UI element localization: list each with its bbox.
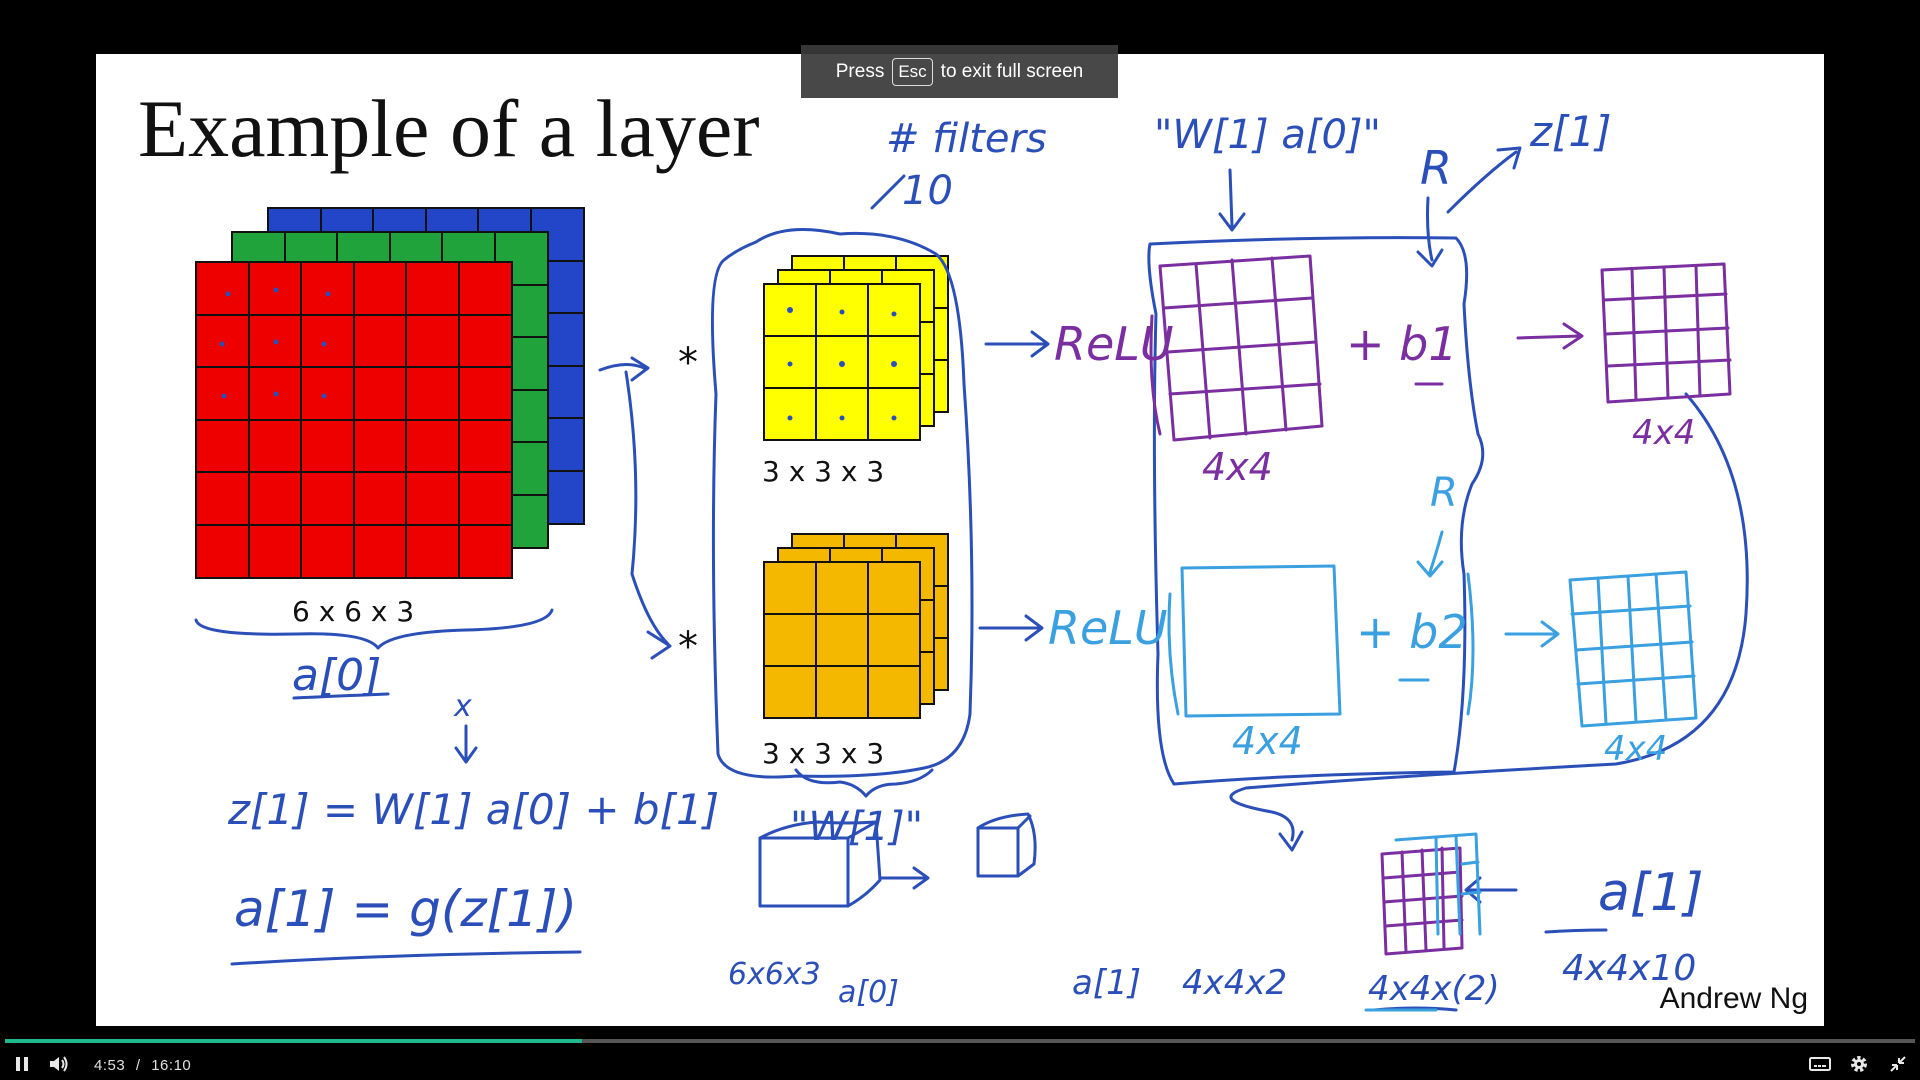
captions-button[interactable] [1808, 1051, 1832, 1076]
dim-4x4-purple: 4x4 [1202, 445, 1273, 489]
volume-icon [50, 1055, 68, 1072]
exit-fullscreen-icon [1890, 1055, 1906, 1072]
filter1-dim-label: 3 x 3 x 3 [762, 455, 885, 488]
input-dim-label: 6 x 6 x 3 [292, 595, 415, 628]
cube2-label: a[1] [1072, 963, 1141, 1003]
cube1-label: a[0] [838, 975, 899, 1010]
cube2-dim: 4x4x2 [1182, 963, 1287, 1003]
relu-2: ReLU [1048, 601, 1168, 655]
filter2-dim-label: 3 x 3 x 3 [762, 737, 885, 770]
input-volume [195, 207, 585, 579]
x-mark: x [453, 689, 472, 724]
duration: 16:10 [151, 1057, 192, 1074]
player-controls: 4:53 / 16:10 [0, 1047, 1920, 1080]
r-label-1: R [1420, 141, 1452, 195]
a1-label: a[1] [1598, 863, 1704, 923]
esc-key-badge: Esc [892, 57, 933, 86]
relu-1: ReLU [1054, 317, 1174, 371]
current-time: 4:53 [94, 1057, 126, 1074]
settings-icon [1851, 1055, 1867, 1072]
lecture-slide: * * [96, 54, 1824, 1026]
conv-star-2: * [678, 624, 698, 670]
time-display: 4:53 / 16:10 [94, 1057, 191, 1074]
toast-press: Press [835, 60, 885, 82]
toast-rest: to exit full screen [940, 60, 1084, 82]
filter-1 [763, 255, 949, 441]
a1-dim: 4x4x10 [1562, 948, 1696, 989]
equation-z: z[1] = W[1] a[0] + b[1] [227, 785, 719, 834]
z1-label: z[1] [1529, 107, 1612, 156]
cube1-dim: 6x6x3 [728, 957, 821, 992]
stack-dim: 4x4x(2) [1368, 969, 1500, 1009]
r-label-2: R [1430, 470, 1458, 516]
progress-fill [5, 1039, 582, 1043]
filters-note: # filters [886, 116, 1047, 162]
slide-drawing: * * [194, 107, 1749, 1012]
w1-label: "W[1]" [790, 804, 923, 850]
conv-star-1: * [678, 340, 698, 386]
a0-label: a[0] [292, 650, 381, 701]
dim-4x4-light-right: 4x4 [1604, 729, 1667, 769]
time-separator: / [135, 1057, 141, 1074]
pause-button[interactable] [12, 1051, 32, 1076]
pause-icon [16, 1056, 28, 1071]
volume-button[interactable] [48, 1051, 70, 1076]
dim-4x4-light: 4x4 [1232, 719, 1303, 763]
b2-label: + b2 [1356, 605, 1468, 659]
dim-4x4-purple-right: 4x4 [1632, 413, 1695, 453]
slide-title: Example of a layer [138, 83, 760, 174]
wa-expr: "W[1] a[0]" [1154, 112, 1381, 158]
equation-a: a[1] = g(z[1]) [234, 880, 577, 938]
progress-bar[interactable] [5, 1039, 1915, 1043]
filter-2 [763, 533, 949, 719]
author-name: Andrew Ng [1659, 982, 1808, 1015]
fullscreen-toast: Press Esc to exit full screen [801, 45, 1118, 98]
filters-count: 10 [902, 168, 953, 214]
captions-icon [1809, 1056, 1831, 1071]
settings-button[interactable] [1848, 1051, 1870, 1076]
exit-fullscreen-button[interactable] [1888, 1051, 1908, 1076]
b1-label: + b1 [1346, 317, 1458, 371]
